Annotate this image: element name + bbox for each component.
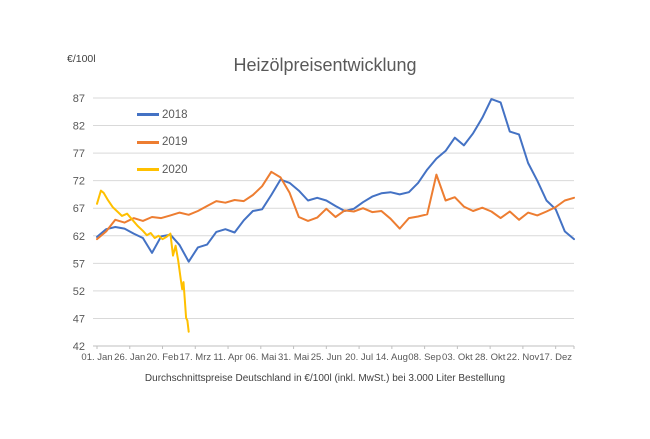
x-tick-label: 08. Sep <box>408 352 441 363</box>
legend-item-2019: 2019 <box>137 129 188 157</box>
legend-item-2020: 2020 <box>137 156 188 184</box>
y-tick-label: 57 <box>73 258 85 270</box>
legend-line-sample-2019 <box>137 140 159 144</box>
y-tick-label: 62 <box>73 231 85 243</box>
x-tick-label: 06. Mai <box>245 352 276 363</box>
y-tick-label: 87 <box>73 93 85 105</box>
y-axis-unit-label: €/100l <box>67 53 96 65</box>
x-tick-label: 17. Dez <box>539 352 572 363</box>
legend-line-sample-2018 <box>137 113 159 117</box>
series-line-2020 <box>96 189 190 333</box>
legend-label-2020: 2020 <box>162 163 188 176</box>
legend-label-2019: 2019 <box>162 136 188 149</box>
x-tick-label: 22. Nov <box>507 352 540 363</box>
x-tick-label: 31. Mai <box>278 352 309 363</box>
chart-caption: Durchschnittspreise Deutschland in €/100… <box>144 373 506 384</box>
y-tick-label: 42 <box>73 341 85 353</box>
series-line-2019 <box>96 170 575 241</box>
legend-label-2018: 2018 <box>162 108 188 121</box>
x-tick-label: 25. Jun <box>311 352 342 363</box>
legend-line-sample-2020 <box>137 168 159 172</box>
x-tick-label: 03. Okt <box>442 352 473 363</box>
y-tick-label: 77 <box>73 148 85 160</box>
y-tick-label: 52 <box>73 286 85 298</box>
x-tick-label: 14. Aug <box>376 352 408 363</box>
y-tick-label: 67 <box>73 203 85 215</box>
x-tick-label: 28. Okt <box>475 352 506 363</box>
x-tick-label: 20. Feb <box>146 352 178 363</box>
chart-legend: 2018 2019 2020 <box>137 101 188 184</box>
x-tick-label: 11. Apr <box>213 352 242 363</box>
x-tick-label: 26. Jan <box>114 352 145 363</box>
x-tick-label: 20. Jul <box>345 352 373 363</box>
legend-item-2018: 2018 <box>137 101 188 129</box>
x-tick-label: 01. Jan <box>81 352 112 363</box>
x-tick-label: 17. Mrz <box>179 352 211 363</box>
y-tick-label: 82 <box>73 121 85 133</box>
y-tick-label: 47 <box>73 313 85 325</box>
y-tick-label: 72 <box>73 176 85 188</box>
chart-title: Heizölpreisentwicklung <box>233 55 417 75</box>
series-line-2018 <box>96 98 575 263</box>
